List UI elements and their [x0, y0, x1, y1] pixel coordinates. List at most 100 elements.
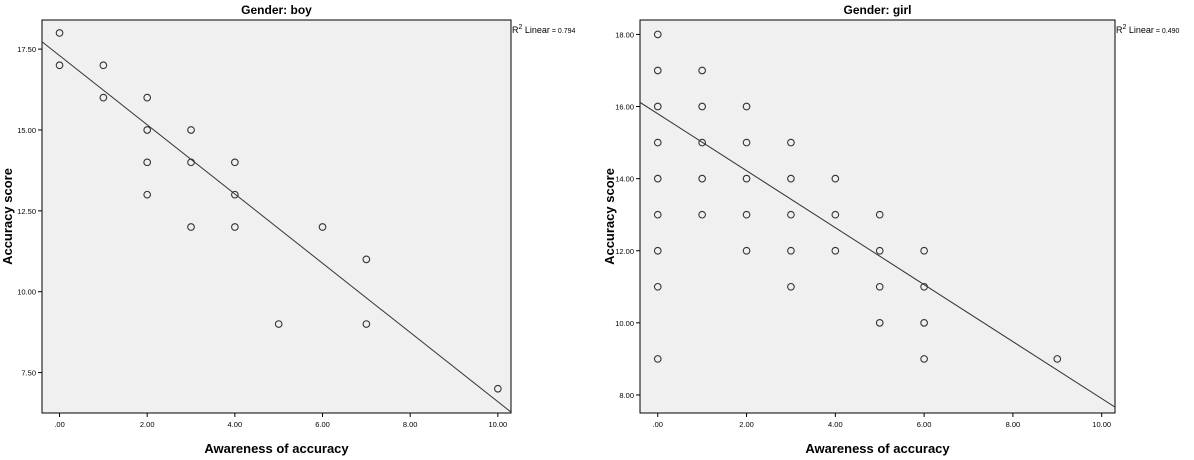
y-tick-label: 10.00 [17, 288, 36, 297]
data-point [698, 210, 706, 219]
data-point [99, 93, 108, 102]
data-point [187, 158, 195, 167]
data-point [742, 138, 751, 147]
x-tick-label: 6.00 [917, 420, 932, 429]
data-point [187, 223, 195, 231]
x-tick-label: 8.00 [1006, 420, 1021, 429]
x-tick-label: 10.00 [1092, 420, 1111, 429]
plot-area [639, 19, 1116, 414]
y-tick-label: 16.00 [615, 103, 634, 112]
x-tick-label: 2.00 [739, 420, 754, 429]
data-point [653, 282, 662, 291]
data-point [143, 93, 152, 102]
data-point [831, 174, 840, 183]
r2-symbol: R [512, 25, 519, 35]
data-point [742, 246, 751, 255]
data-point [274, 320, 283, 328]
data-point [742, 174, 751, 183]
data-point [920, 355, 928, 363]
y-tick-label: 15.00 [17, 126, 36, 135]
data-point [920, 282, 928, 291]
data-point [318, 223, 327, 231]
r2-fit-name: Linear [522, 25, 550, 35]
y-tick-label: 18.00 [615, 30, 634, 39]
r2-linear-label: R2 Linear = 0.490 [1116, 24, 1180, 35]
x-tick-label: .00 [54, 420, 64, 429]
data-point [231, 158, 239, 167]
data-point [653, 30, 662, 39]
data-point [787, 282, 795, 291]
data-point [653, 66, 662, 75]
data-point [1053, 355, 1062, 363]
r2-equals: = [1154, 28, 1162, 35]
data-point [653, 246, 662, 255]
data-point [831, 210, 840, 219]
data-point [698, 174, 706, 183]
y-tick-label: 14.00 [615, 175, 634, 184]
y-tick-label: 7.50 [21, 369, 36, 378]
chart-title: Gender: girl [843, 3, 911, 17]
data-point [920, 319, 928, 327]
data-point [143, 190, 152, 199]
data-point [362, 255, 371, 264]
data-point [187, 126, 195, 134]
y-tick-label: 12.50 [17, 207, 36, 216]
data-point [653, 102, 662, 111]
boy-scatter-panel: Gender: boy .00 2.00 4.00 6.00 8.00 10.00 7.50 1… [0, 3, 576, 456]
data-point [55, 61, 64, 70]
y-tick-label: 8.00 [619, 391, 634, 400]
data-point [653, 138, 662, 147]
r2-value: 0.794 [558, 28, 576, 35]
r2-symbol: R [1116, 25, 1123, 35]
y-tick-label: 12.00 [615, 247, 634, 256]
girl-scatter-panel: Gender: girl .00 2.00 4.00 6.00 8.00 10.00 8.00… [602, 3, 1180, 456]
data-point [920, 246, 928, 255]
data-point [787, 174, 795, 183]
x-tick-label: 2.00 [140, 420, 155, 429]
data-point [55, 29, 64, 37]
x-axis-title: Awareness of accuracy [805, 441, 950, 456]
x-tick-label: 4.00 [828, 420, 843, 429]
data-point [831, 246, 840, 255]
r2-value: 0.490 [1162, 28, 1180, 35]
data-point [742, 210, 751, 219]
data-point [875, 246, 884, 255]
x-tick-label: 6.00 [315, 420, 330, 429]
data-point [787, 138, 795, 147]
data-point [698, 66, 706, 75]
r2-equals: = [550, 28, 558, 35]
data-point [875, 210, 884, 219]
y-axis-title: Accuracy score [602, 168, 617, 265]
data-point [653, 174, 662, 183]
r2-linear-label: R2 Linear = 0.794 [512, 24, 576, 35]
x-tick-label: 8.00 [403, 420, 418, 429]
data-point [494, 384, 502, 393]
data-point [653, 355, 662, 363]
linear-fit-line [42, 41, 511, 413]
data-point [99, 61, 108, 70]
data-point [231, 190, 239, 199]
x-tick-label: .00 [653, 420, 663, 429]
y-tick-label: 17.50 [17, 45, 36, 54]
data-point [231, 223, 239, 231]
plot-area [41, 19, 512, 414]
x-tick-label: 4.00 [228, 420, 243, 429]
data-point [698, 102, 706, 111]
data-point [143, 158, 152, 167]
r2-superscript: 2 [1123, 24, 1127, 31]
data-point [143, 126, 152, 134]
chart-title: Gender: boy [241, 3, 312, 17]
linear-fit-line [640, 101, 1115, 408]
data-point [875, 319, 884, 327]
data-point [787, 246, 795, 255]
y-axis-title: Accuracy score [0, 168, 15, 265]
x-tick-label: 10.00 [488, 420, 507, 429]
data-point [362, 320, 371, 328]
x-axis-title: Awareness of accuracy [204, 441, 349, 456]
r2-fit-name: Linear [1126, 25, 1154, 35]
data-point [653, 210, 662, 219]
data-point [787, 210, 795, 219]
data-point [875, 282, 884, 291]
data-point [742, 102, 751, 111]
